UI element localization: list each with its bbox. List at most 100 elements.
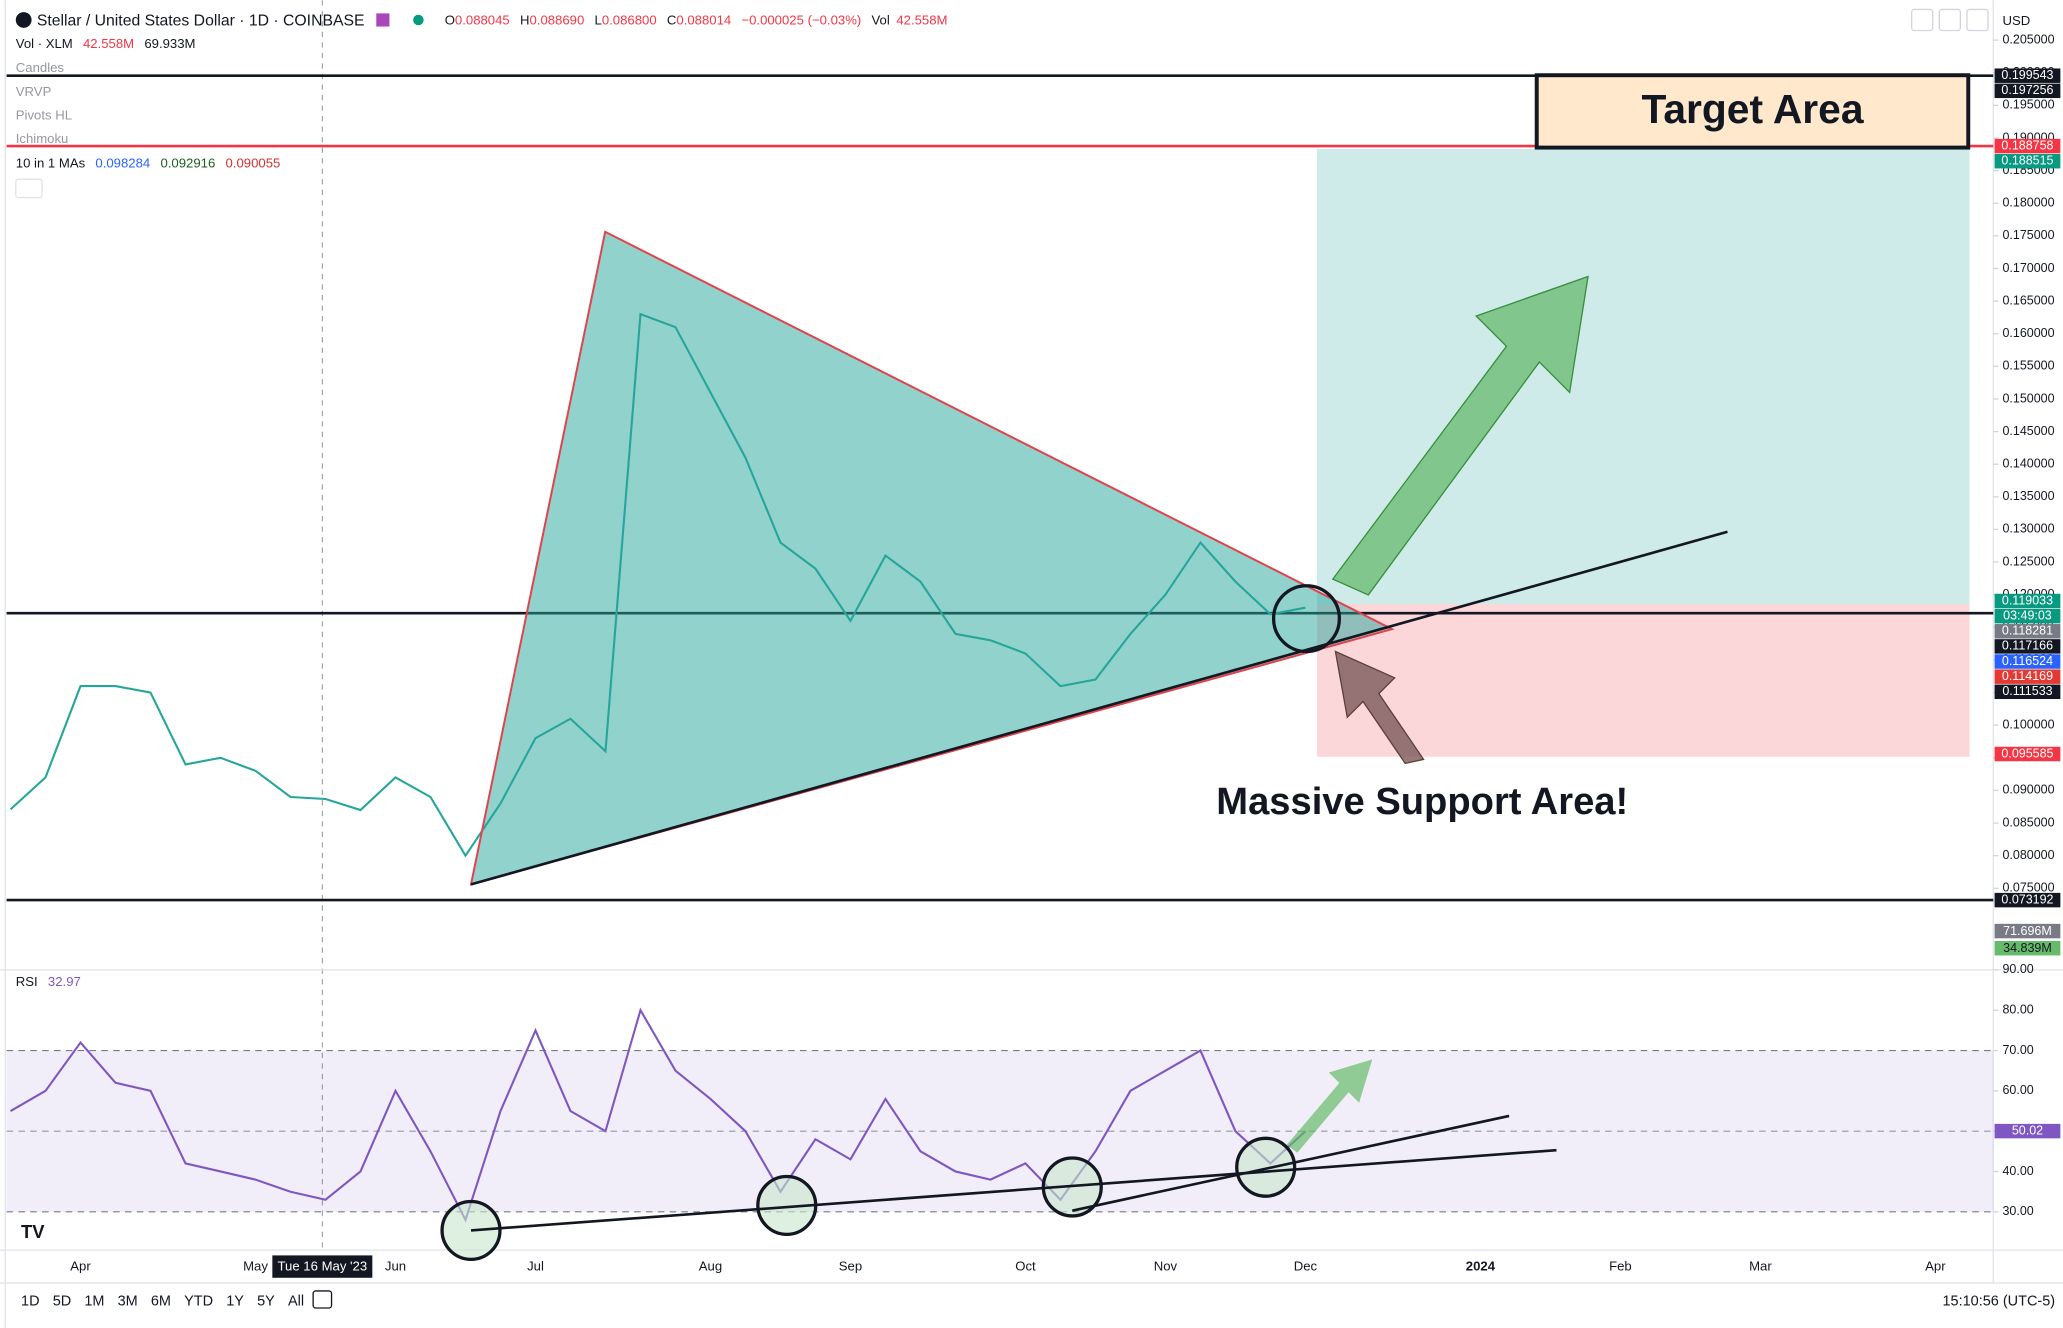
- range-button[interactable]: 6M: [151, 1293, 171, 1309]
- range-button[interactable]: 1Y: [226, 1293, 244, 1309]
- x-tick-label: 2024: [1466, 1259, 1496, 1274]
- price-label: 0.119033: [2002, 593, 2053, 607]
- status-dot: [413, 14, 424, 26]
- ohlc-key: C: [667, 13, 677, 28]
- flag-icon[interactable]: [376, 13, 390, 27]
- price-label: 0.114169: [2002, 669, 2053, 683]
- rsi-line: [9, 1007, 1307, 1223]
- y-tick-label: 0.145000: [2002, 424, 2054, 438]
- range-button[interactable]: 5D: [53, 1293, 72, 1309]
- rsi-name: RSI: [16, 975, 38, 990]
- y-tick-label: 0.140000: [2002, 456, 2054, 470]
- y-tick-label: 0.180000: [2002, 196, 2054, 210]
- range-button[interactable]: All: [288, 1293, 304, 1309]
- x-tick-label: Oct: [1015, 1259, 1036, 1274]
- vol-value: 69.933M: [144, 36, 195, 51]
- y-tick-label: 70.00: [2002, 1043, 2033, 1057]
- range-button[interactable]: YTD: [184, 1293, 213, 1309]
- price-label: 0.199543: [2001, 68, 2053, 82]
- ma-value: 0.092916: [160, 156, 215, 171]
- rsi-trendline: [470, 1148, 1557, 1232]
- up-arrow: [1331, 275, 1589, 596]
- y-tick-label: 40.00: [2002, 1164, 2033, 1178]
- target-box: [1534, 73, 1971, 150]
- y-tick-label: 0.205000: [2002, 32, 2054, 46]
- y-tick-label: 0.170000: [2002, 261, 2054, 275]
- target-label: Target Area: [1641, 86, 1863, 132]
- price-label-box: [1994, 746, 2061, 762]
- range-button[interactable]: 5Y: [257, 1293, 275, 1309]
- price-label: 0.095585: [2001, 746, 2053, 760]
- symbol-logo: [15, 12, 32, 28]
- y-tick-label: 0.130000: [2002, 522, 2054, 536]
- price-label: 0.188758: [2001, 138, 2053, 152]
- x-tick-label: Jul: [527, 1259, 544, 1274]
- vol-axis-label: 34.839M: [2003, 941, 2052, 955]
- price-label: 0.188515: [2001, 153, 2053, 167]
- vol-axis-label: 71.696M: [2003, 924, 2052, 938]
- rsi-value: 32.97: [48, 975, 81, 990]
- date-range-button[interactable]: [312, 1290, 333, 1309]
- rsi-last-box: [1994, 1123, 2061, 1139]
- hidden-indicator[interactable]: Ichimoku: [16, 131, 69, 146]
- support-trendline: [470, 530, 1728, 886]
- ma-value: 0.098284: [95, 156, 150, 171]
- y-tick-label: 0.090000: [2002, 783, 2054, 797]
- currency[interactable]: USD: [2002, 13, 2030, 28]
- support-label: Massive Support Area!: [1216, 780, 1628, 823]
- price-label: 0.073192: [2001, 892, 2053, 906]
- control-button[interactable]: [1938, 8, 1962, 32]
- vol-value: 42.558M: [896, 13, 947, 28]
- crosshair-date: Tue 16 May '23: [278, 1259, 368, 1274]
- rsi-trendline: [1072, 1114, 1510, 1212]
- price-label: 0.111533: [2002, 684, 2052, 698]
- toolbar: 1D 5D 1M 3M 6M YTD 1Y 5Y All: [21, 1293, 304, 1309]
- collapse-button[interactable]: [15, 178, 43, 199]
- y-tick-label: 0.075000: [2002, 881, 2054, 895]
- ohlc-value: 0.088045: [455, 13, 510, 28]
- breakout-circle: [1271, 584, 1342, 654]
- rsi-arrow: [1286, 1059, 1373, 1153]
- ohlc: O0.088045 H0.088690 L0.086800 C0.088014 …: [445, 13, 948, 28]
- range-button[interactable]: 1D: [21, 1293, 40, 1309]
- vol-axis-box: [1994, 923, 2061, 939]
- hidden-indicator[interactable]: Pivots HL: [16, 107, 72, 122]
- price-label: 0.117166: [2002, 639, 2053, 653]
- x-tick-label: Nov: [1154, 1259, 1178, 1274]
- price-label-box: [1994, 83, 2061, 99]
- symbol: Stellar / United States Dollar · 1D · CO…: [37, 12, 365, 29]
- range-button[interactable]: 1M: [84, 1293, 104, 1309]
- hidden-indicator[interactable]: Candles: [16, 60, 65, 75]
- crosshair-date-box: [272, 1255, 373, 1278]
- vol-axis-box: [1994, 940, 2061, 956]
- clock: 15:10:56 (UTC-5): [1943, 1293, 2056, 1309]
- rsi-pane: [6, 1007, 1994, 1223]
- rsi-legend: RSI 32.97: [16, 975, 81, 990]
- y-tick-label: 0.155000: [2002, 359, 2054, 373]
- y-tick-label: 0.125000: [2002, 554, 2054, 568]
- y-tick-label: 0.085000: [2002, 815, 2054, 829]
- change: −0.000025 (−0.03%): [741, 13, 861, 28]
- vol-key: Vol: [872, 13, 890, 28]
- y-tick-label: 0.160000: [2002, 326, 2054, 340]
- control-button[interactable]: [1966, 8, 1989, 32]
- y-tick-label: 0.175000: [2002, 228, 2054, 242]
- y-tick-label: 90.00: [2002, 962, 2033, 976]
- y-tick-label: 0.165000: [2002, 293, 2054, 307]
- y-tick-label: 0.135000: [2002, 489, 2054, 503]
- y-tick-label: 80.00: [2002, 1003, 2033, 1017]
- x-tick-label: Feb: [1609, 1259, 1632, 1274]
- range-button[interactable]: 3M: [118, 1293, 138, 1309]
- hidden-indicator[interactable]: VRVP: [16, 84, 52, 99]
- x-tick-label: Apr: [70, 1259, 91, 1274]
- price-label-box: [1994, 593, 2061, 609]
- x-tick-label: Apr: [1925, 1259, 1946, 1274]
- control-button[interactable]: [1911, 8, 1934, 32]
- price-label-box: [1994, 684, 2061, 700]
- y-tick-label: 0.150000: [2002, 391, 2054, 405]
- loss-zone: [1317, 604, 1970, 757]
- price-label-box: [1994, 669, 2061, 684]
- price-label-box: [1994, 624, 2061, 639]
- rsi-last-label: 50.02: [2012, 1123, 2043, 1137]
